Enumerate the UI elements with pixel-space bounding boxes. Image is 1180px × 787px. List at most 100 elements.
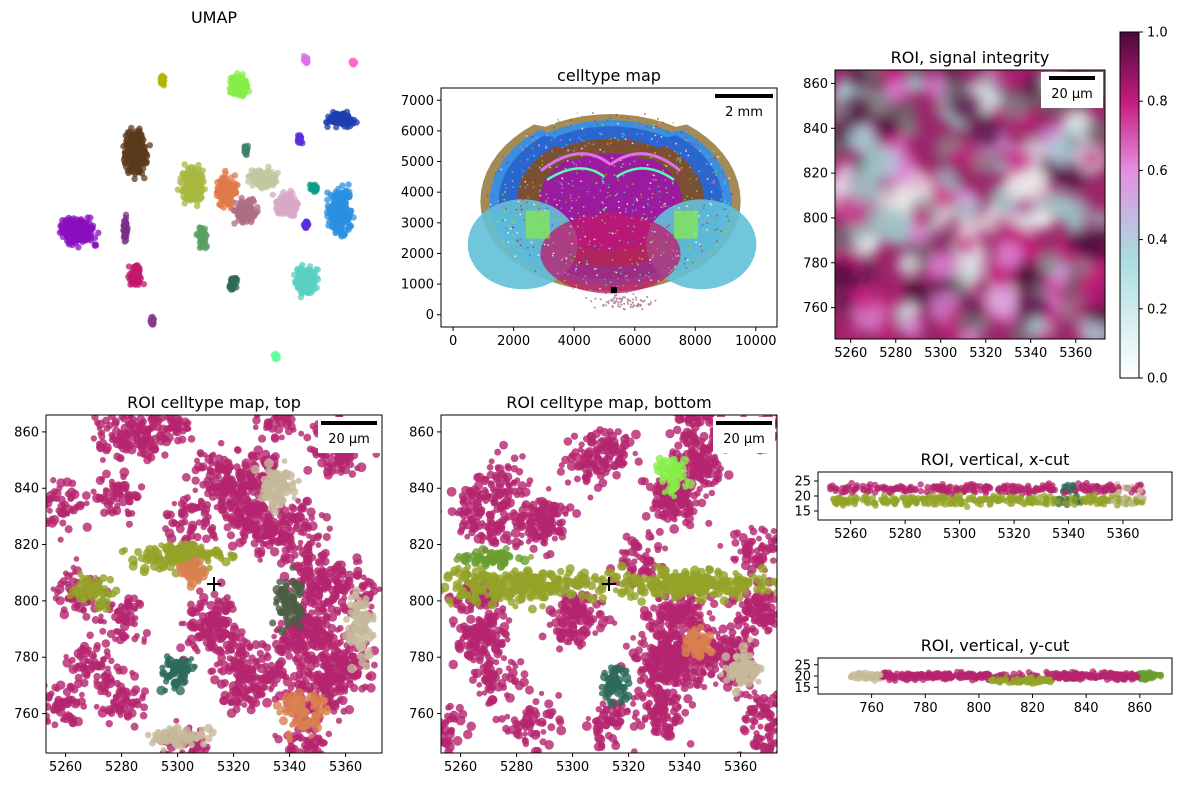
cell-point bbox=[310, 740, 319, 750]
cell-point bbox=[625, 208, 627, 211]
cell-point bbox=[575, 267, 578, 270]
cell-point bbox=[100, 656, 107, 663]
cell-point bbox=[637, 263, 640, 266]
cell-point bbox=[643, 299, 646, 302]
cell-point bbox=[688, 258, 691, 260]
cell-point bbox=[614, 300, 617, 303]
cell-point bbox=[545, 200, 548, 203]
cell-point bbox=[704, 177, 707, 180]
cell-point bbox=[28, 692, 35, 699]
cell-point bbox=[660, 254, 662, 257]
cell-point bbox=[165, 751, 173, 753]
cell-point bbox=[672, 249, 675, 252]
cell-point bbox=[620, 299, 623, 302]
cell-point bbox=[650, 173, 653, 176]
heatmap-cell bbox=[1091, 209, 1105, 227]
cell-point bbox=[192, 740, 203, 750]
cell-point bbox=[547, 244, 550, 246]
cell-point bbox=[699, 179, 701, 181]
cell-point bbox=[101, 619, 107, 625]
cell-point bbox=[210, 675, 220, 685]
cell-point bbox=[596, 266, 599, 269]
cell-point bbox=[704, 174, 707, 177]
cell-point bbox=[607, 300, 610, 303]
cell-point bbox=[612, 131, 615, 133]
cell-point bbox=[604, 304, 607, 307]
cell-point bbox=[563, 152, 566, 154]
cell-point bbox=[598, 253, 601, 256]
cell-point bbox=[589, 126, 591, 129]
cell-point bbox=[693, 143, 696, 146]
cell-point bbox=[256, 472, 263, 479]
umap-point bbox=[92, 242, 100, 249]
umap-point bbox=[89, 222, 97, 230]
cell-point bbox=[626, 202, 629, 205]
cell-point bbox=[638, 281, 641, 284]
cell-point bbox=[522, 193, 524, 196]
umap-point bbox=[331, 112, 339, 119]
cell-point bbox=[302, 744, 311, 753]
cell-point bbox=[671, 257, 674, 260]
cell-point bbox=[639, 273, 642, 276]
umap-point bbox=[196, 244, 204, 251]
cell-point bbox=[606, 191, 609, 194]
cell-point bbox=[512, 221, 515, 224]
colorbar-tick-label: 0.4 bbox=[1147, 233, 1168, 248]
cell-point bbox=[703, 170, 706, 173]
umap-point bbox=[243, 146, 250, 153]
umap-point bbox=[350, 116, 358, 124]
umap-point bbox=[91, 234, 99, 241]
cell-point bbox=[677, 254, 680, 257]
cell-point bbox=[594, 215, 597, 218]
heatmap-cell bbox=[1000, 92, 1029, 121]
cell-point bbox=[99, 457, 106, 463]
umap-point bbox=[232, 74, 239, 81]
cell-point bbox=[585, 163, 588, 166]
cell-point bbox=[615, 271, 618, 274]
cell-point bbox=[566, 160, 569, 162]
cell-point bbox=[616, 177, 619, 180]
cell-point bbox=[616, 277, 619, 280]
heatmap-cell bbox=[1013, 168, 1049, 204]
cell-point bbox=[710, 197, 713, 200]
cell-point bbox=[614, 194, 617, 197]
umap-point bbox=[297, 269, 304, 277]
cell-point bbox=[313, 761, 319, 767]
cell-point bbox=[188, 746, 197, 753]
cell-point bbox=[596, 214, 598, 216]
heatmap-cell bbox=[1004, 147, 1033, 176]
cell-point bbox=[676, 159, 678, 162]
cell-point bbox=[557, 272, 559, 275]
cell-point bbox=[611, 299, 614, 302]
heatmap-cell bbox=[906, 75, 925, 95]
cell-point bbox=[575, 172, 578, 175]
umap-point bbox=[228, 84, 236, 91]
heatmap-blur bbox=[835, 70, 1105, 339]
umap-point bbox=[234, 86, 241, 93]
cell-point bbox=[504, 204, 507, 206]
cell-point bbox=[663, 155, 666, 158]
cell-point bbox=[588, 243, 590, 246]
cell-point bbox=[654, 299, 657, 302]
dentate-left bbox=[546, 167, 606, 181]
cell-point bbox=[263, 418, 272, 426]
cell-point bbox=[607, 302, 610, 305]
cell-point bbox=[585, 224, 588, 227]
x-tick-label: 5300 bbox=[924, 346, 957, 361]
x-tick-label: 5340 bbox=[1014, 346, 1047, 361]
umap-point bbox=[84, 214, 91, 221]
cell-point bbox=[615, 113, 618, 116]
cell-point bbox=[693, 174, 695, 177]
cell-point bbox=[303, 465, 313, 475]
heatmap-cell bbox=[1071, 299, 1090, 317]
cell-point bbox=[519, 244, 522, 247]
cell-point bbox=[520, 205, 522, 207]
cell-point bbox=[624, 138, 627, 141]
cell-point bbox=[667, 233, 669, 236]
cell-point bbox=[642, 206, 645, 208]
umap-point bbox=[261, 175, 269, 182]
cell-point bbox=[314, 734, 323, 742]
cell-point bbox=[524, 180, 527, 183]
cell-point bbox=[593, 306, 596, 309]
cell-point bbox=[208, 460, 215, 467]
